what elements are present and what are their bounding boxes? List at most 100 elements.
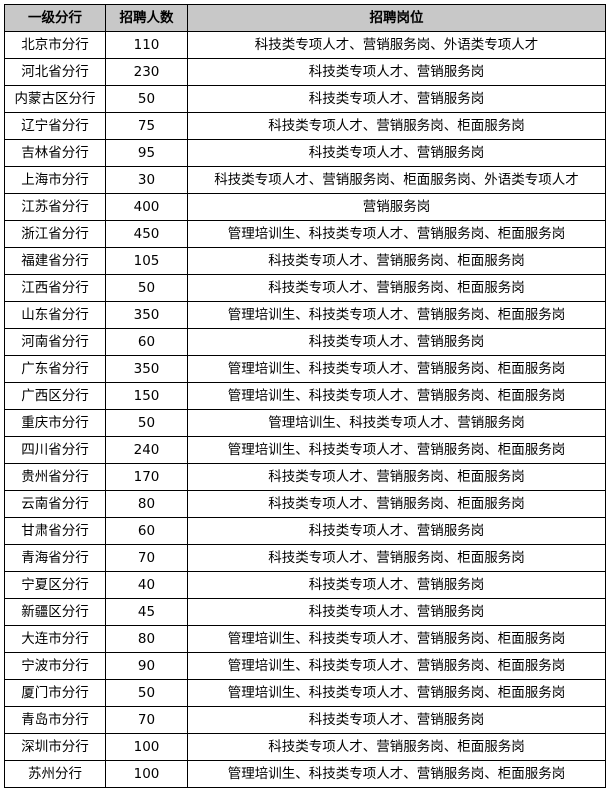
- table-row: 青海省分行 70 科技类专项人才、营销服务岗、柜面服务岗: [4, 544, 606, 572]
- count-cell: 70: [105, 706, 188, 734]
- branch-cell: 新疆区分行: [4, 598, 106, 626]
- positions-cell: 科技类专项人才、营销服务岗: [187, 517, 606, 545]
- branch-cell: 上海市分行: [4, 166, 106, 194]
- branch-cell: 江苏省分行: [4, 193, 106, 221]
- table-row: 福建省分行 105 科技类专项人才、营销服务岗、柜面服务岗: [4, 247, 606, 275]
- positions-cell: 管理培训生、科技类专项人才、营销服务岗、柜面服务岗: [187, 679, 606, 707]
- count-cell: 95: [105, 139, 188, 167]
- branch-cell: 青岛市分行: [4, 706, 106, 734]
- positions-cell: 科技类专项人才、营销服务岗: [187, 706, 606, 734]
- count-cell: 170: [105, 463, 188, 491]
- count-cell: 240: [105, 436, 188, 464]
- table-row: 甘肃省分行 60 科技类专项人才、营销服务岗: [4, 517, 606, 545]
- table-row: 山东省分行 350 管理培训生、科技类专项人才、营销服务岗、柜面服务岗: [4, 301, 606, 329]
- positions-cell: 科技类专项人才、营销服务岗: [187, 85, 606, 113]
- table-row: 青岛市分行 70 科技类专项人才、营销服务岗: [4, 706, 606, 734]
- table-row: 苏州分行 100 管理培训生、科技类专项人才、营销服务岗、柜面服务岗: [4, 760, 606, 788]
- positions-cell: 营销服务岗: [187, 193, 606, 221]
- count-cell: 90: [105, 652, 188, 680]
- branch-cell: 云南省分行: [4, 490, 106, 518]
- positions-cell: 管理培训生、科技类专项人才、营销服务岗、柜面服务岗: [187, 382, 606, 410]
- count-cell: 60: [105, 328, 188, 356]
- branch-cell: 大连市分行: [4, 625, 106, 653]
- count-cell: 50: [105, 409, 188, 437]
- positions-cell: 科技类专项人才、营销服务岗、柜面服务岗: [187, 463, 606, 491]
- count-cell: 450: [105, 220, 188, 248]
- branch-cell: 深圳市分行: [4, 733, 106, 761]
- table-row: 厦门市分行 50 管理培训生、科技类专项人才、营销服务岗、柜面服务岗: [4, 679, 606, 707]
- count-cell: 110: [105, 31, 188, 59]
- table-row: 广西区分行 150 管理培训生、科技类专项人才、营销服务岗、柜面服务岗: [4, 382, 606, 410]
- positions-cell: 管理培训生、科技类专项人才、营销服务岗、柜面服务岗: [187, 760, 606, 788]
- branch-cell: 苏州分行: [4, 760, 106, 788]
- table-row: 浙江省分行 450 管理培训生、科技类专项人才、营销服务岗、柜面服务岗: [4, 220, 606, 248]
- positions-cell: 科技类专项人才、营销服务岗、柜面服务岗: [187, 274, 606, 302]
- branch-cell: 宁波市分行: [4, 652, 106, 680]
- positions-cell: 科技类专项人才、营销服务岗、柜面服务岗、外语类专项人才: [187, 166, 606, 194]
- branch-cell: 浙江省分行: [4, 220, 106, 248]
- count-cell: 50: [105, 679, 188, 707]
- positions-cell: 科技类专项人才、营销服务岗、柜面服务岗: [187, 733, 606, 761]
- positions-cell: 管理培训生、科技类专项人才、营销服务岗、柜面服务岗: [187, 436, 606, 464]
- positions-cell: 科技类专项人才、营销服务岗、柜面服务岗: [187, 112, 606, 140]
- branch-cell: 内蒙古区分行: [4, 85, 106, 113]
- branch-cell: 山东省分行: [4, 301, 106, 329]
- positions-cell: 科技类专项人才、营销服务岗: [187, 58, 606, 86]
- positions-cell: 科技类专项人才、营销服务岗、外语类专项人才: [187, 31, 606, 59]
- count-cell: 50: [105, 274, 188, 302]
- table-row: 江西省分行 50 科技类专项人才、营销服务岗、柜面服务岗: [4, 274, 606, 302]
- table-row: 四川省分行 240 管理培训生、科技类专项人才、营销服务岗、柜面服务岗: [4, 436, 606, 464]
- table-row: 重庆市分行 50 管理培训生、科技类专项人才、营销服务岗: [4, 409, 606, 437]
- count-cell: 40: [105, 571, 188, 599]
- branch-cell: 福建省分行: [4, 247, 106, 275]
- count-cell: 150: [105, 382, 188, 410]
- table-row: 宁波市分行 90 管理培训生、科技类专项人才、营销服务岗、柜面服务岗: [4, 652, 606, 680]
- branch-cell: 重庆市分行: [4, 409, 106, 437]
- branch-cell: 河北省分行: [4, 58, 106, 86]
- table-row: 云南省分行 80 科技类专项人才、营销服务岗、柜面服务岗: [4, 490, 606, 518]
- count-cell: 80: [105, 625, 188, 653]
- header-positions: 招聘岗位: [187, 4, 606, 32]
- count-cell: 350: [105, 355, 188, 383]
- branch-cell: 四川省分行: [4, 436, 106, 464]
- count-cell: 70: [105, 544, 188, 572]
- count-cell: 50: [105, 85, 188, 113]
- count-cell: 100: [105, 760, 188, 788]
- count-cell: 60: [105, 517, 188, 545]
- table-row: 深圳市分行 100 科技类专项人才、营销服务岗、柜面服务岗: [4, 733, 606, 761]
- table-row: 广东省分行 350 管理培训生、科技类专项人才、营销服务岗、柜面服务岗: [4, 355, 606, 383]
- positions-cell: 科技类专项人才、营销服务岗、柜面服务岗: [187, 490, 606, 518]
- table-row: 河南省分行 60 科技类专项人才、营销服务岗: [4, 328, 606, 356]
- table-row: 吉林省分行 95 科技类专项人才、营销服务岗: [4, 139, 606, 167]
- branch-cell: 辽宁省分行: [4, 112, 106, 140]
- positions-cell: 管理培训生、科技类专项人才、营销服务岗、柜面服务岗: [187, 220, 606, 248]
- table-row: 宁夏区分行 40 科技类专项人才、营销服务岗: [4, 571, 606, 599]
- branch-cell: 厦门市分行: [4, 679, 106, 707]
- branch-cell: 宁夏区分行: [4, 571, 106, 599]
- header-branch: 一级分行: [4, 4, 106, 32]
- header-row: 一级分行 招聘人数 招聘岗位: [4, 4, 606, 32]
- branch-cell: 甘肃省分行: [4, 517, 106, 545]
- branch-cell: 广东省分行: [4, 355, 106, 383]
- branch-cell: 北京市分行: [4, 31, 106, 59]
- table-row: 新疆区分行 45 科技类专项人才、营销服务岗: [4, 598, 606, 626]
- recruitment-table: 一级分行 招聘人数 招聘岗位 北京市分行 110 科技类专项人才、营销服务岗、外语类…: [4, 4, 606, 788]
- count-cell: 350: [105, 301, 188, 329]
- header-count: 招聘人数: [105, 4, 188, 32]
- branch-cell: 吉林省分行: [4, 139, 106, 167]
- count-cell: 75: [105, 112, 188, 140]
- positions-cell: 管理培训生、科技类专项人才、营销服务岗: [187, 409, 606, 437]
- table-row: 河北省分行 230 科技类专项人才、营销服务岗: [4, 58, 606, 86]
- branch-cell: 江西省分行: [4, 274, 106, 302]
- count-cell: 30: [105, 166, 188, 194]
- table-row: 大连市分行 80 管理培训生、科技类专项人才、营销服务岗、柜面服务岗: [4, 625, 606, 653]
- table-row: 北京市分行 110 科技类专项人才、营销服务岗、外语类专项人才: [4, 31, 606, 59]
- count-cell: 105: [105, 247, 188, 275]
- count-cell: 400: [105, 193, 188, 221]
- table-row: 江苏省分行 400 营销服务岗: [4, 193, 606, 221]
- branch-cell: 贵州省分行: [4, 463, 106, 491]
- positions-cell: 管理培训生、科技类专项人才、营销服务岗、柜面服务岗: [187, 652, 606, 680]
- table-row: 内蒙古区分行 50 科技类专项人才、营销服务岗: [4, 85, 606, 113]
- count-cell: 80: [105, 490, 188, 518]
- positions-cell: 科技类专项人才、营销服务岗、柜面服务岗: [187, 247, 606, 275]
